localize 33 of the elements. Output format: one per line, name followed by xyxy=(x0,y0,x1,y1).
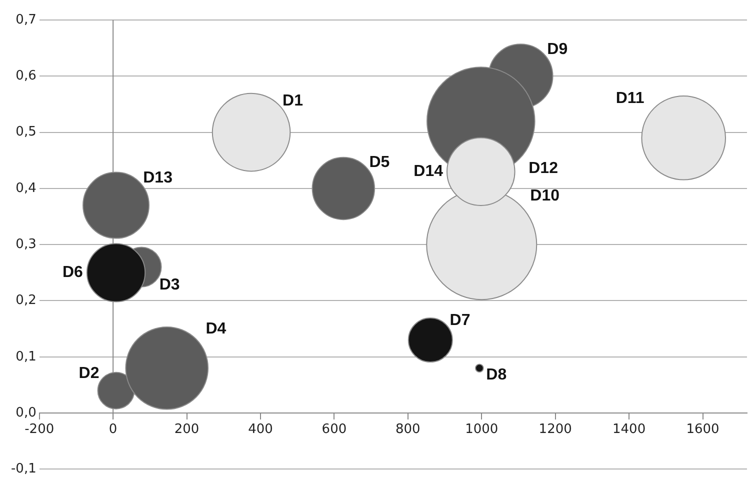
x-tick-label: 1400 xyxy=(612,422,646,438)
y-tick-label: 0,7 xyxy=(16,12,36,28)
series-label: D10 xyxy=(530,188,560,205)
series-label: D8 xyxy=(486,366,507,384)
series-label: D7 xyxy=(450,312,470,330)
series-label: D1 xyxy=(282,92,304,110)
y-tick-label: 0,4 xyxy=(16,180,36,196)
x-tick-label: 400 xyxy=(248,422,273,438)
series-label: D12 xyxy=(528,160,558,178)
x-tick-label: 0 xyxy=(108,422,118,438)
x-tick-label: 1000 xyxy=(465,422,498,438)
x-tick-label: -200 xyxy=(24,422,54,438)
x-tick-label: 800 xyxy=(396,422,420,438)
series-label: D2 xyxy=(78,365,100,382)
y-tick-label: 0,6 xyxy=(16,68,36,84)
y-tick-label: 0,2 xyxy=(16,293,36,308)
series-label: D6 xyxy=(62,264,84,282)
series-label: D13 xyxy=(143,170,173,187)
x-tick-label: 600 xyxy=(322,422,347,438)
series-label: D4 xyxy=(206,320,226,338)
y-tick-label: 0,1 xyxy=(16,349,36,364)
y-tick-label: -0,1 xyxy=(10,462,36,477)
y-tick-label: 0,5 xyxy=(16,124,36,140)
series-label: D5 xyxy=(369,154,390,172)
series-label: D3 xyxy=(159,276,180,294)
series-label: D11 xyxy=(616,90,644,107)
x-tick-label: 1600 xyxy=(686,422,720,438)
y-tick-label: 0,0 xyxy=(16,405,36,420)
series-label: D9 xyxy=(547,41,568,58)
x-tick-label: 200 xyxy=(174,422,200,438)
x-tick-label: 1200 xyxy=(538,422,572,438)
series-label: D14 xyxy=(414,163,444,180)
y-tick-label: 0,3 xyxy=(16,236,36,252)
